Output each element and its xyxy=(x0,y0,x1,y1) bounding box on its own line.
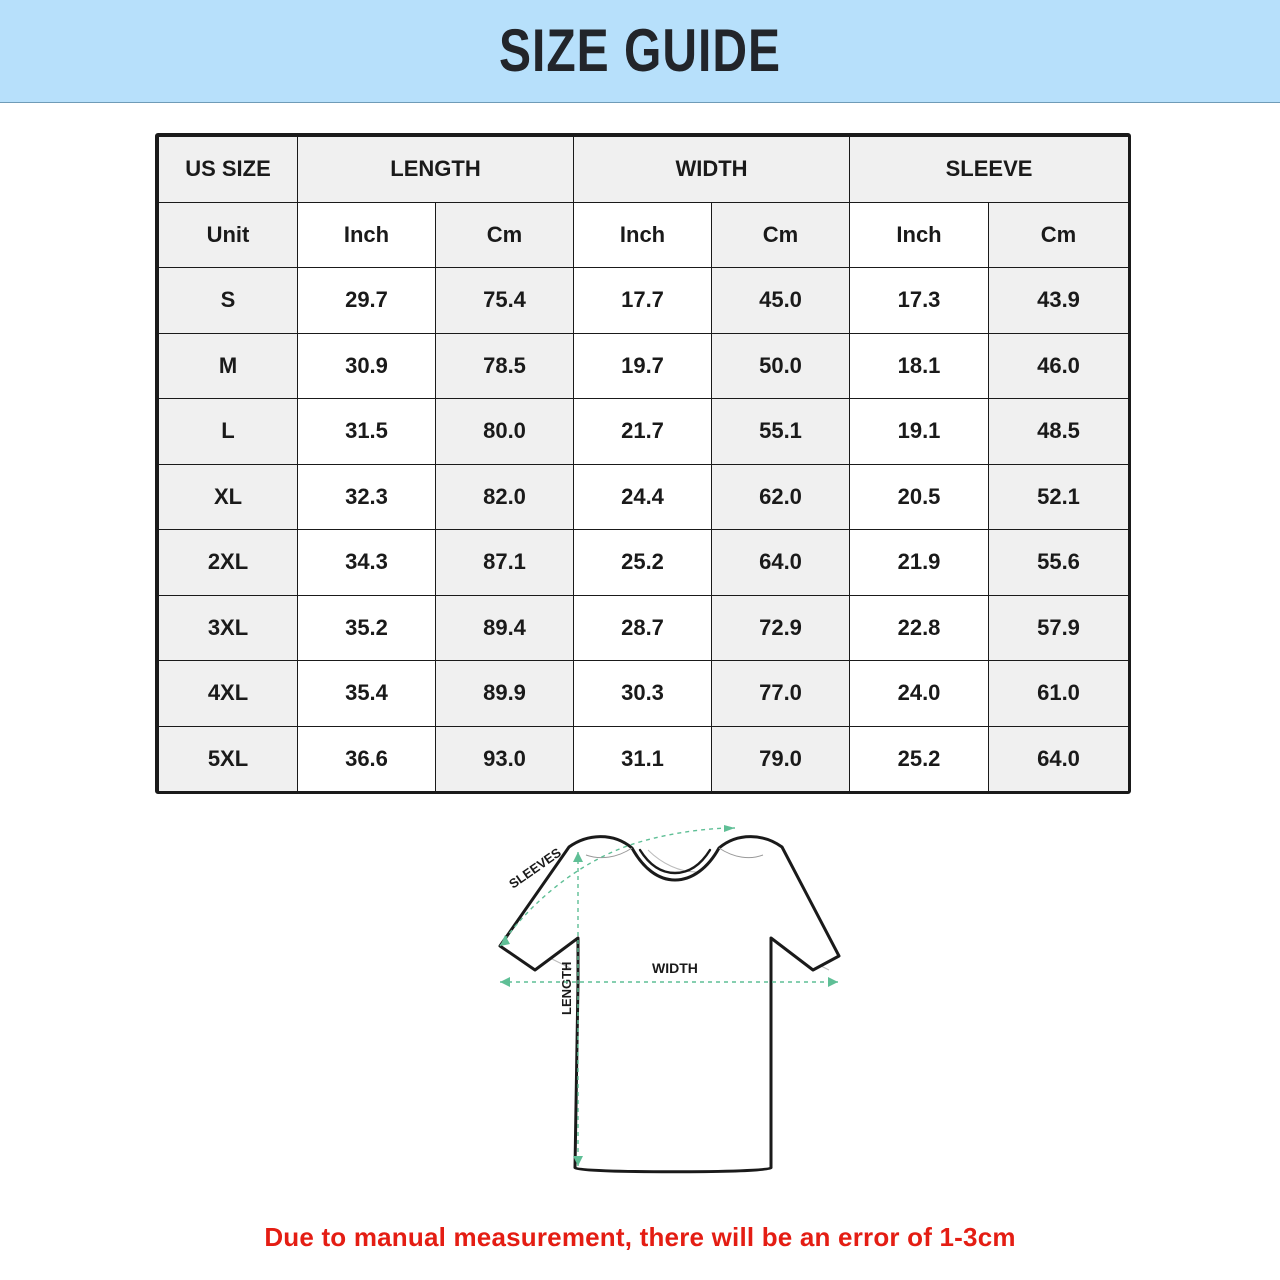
svg-text:LENGTH: LENGTH xyxy=(559,962,574,1015)
svg-text:WIDTH: WIDTH xyxy=(652,960,698,976)
